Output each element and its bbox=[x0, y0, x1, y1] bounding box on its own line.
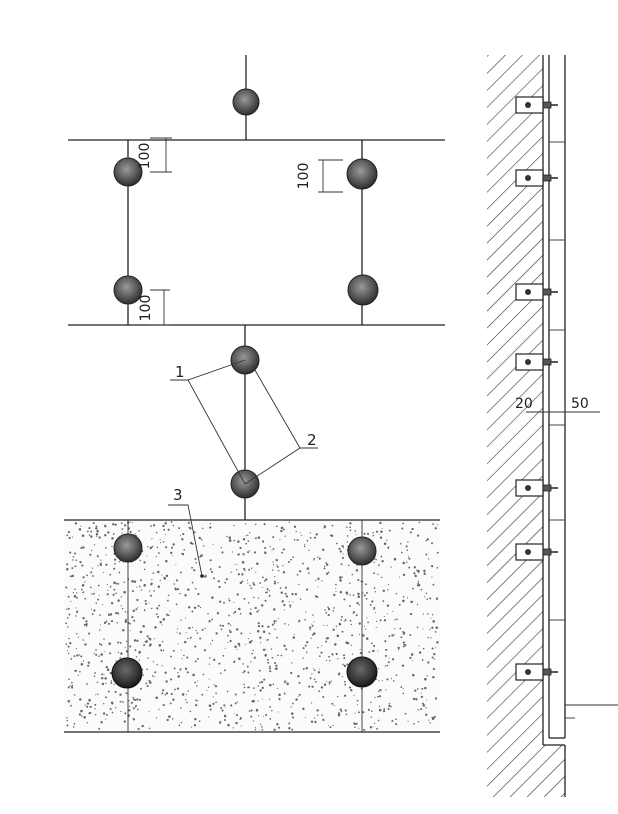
gap-label: 100 bbox=[138, 295, 154, 322]
bracket-icon bbox=[515, 169, 558, 187]
bracket-icon bbox=[515, 353, 558, 371]
bracket-icon bbox=[515, 283, 558, 301]
anchor-bolt-icon bbox=[232, 88, 260, 116]
front-elevation: 100 100 100 1 2 3 bbox=[64, 55, 445, 733]
gap-dimension-top-right: 100 bbox=[296, 159, 343, 193]
bracket-icon bbox=[515, 479, 558, 497]
fasteners bbox=[111, 88, 379, 689]
anchor-bolt-icon bbox=[347, 274, 379, 306]
cladding-joints bbox=[549, 141, 565, 621]
anchor-bolt-icon bbox=[346, 158, 378, 190]
offset-right-label: 50 bbox=[571, 396, 589, 412]
anchor-bolt-icon bbox=[113, 533, 143, 563]
gap-dimension-mid-left: 100 bbox=[138, 289, 170, 326]
callout-lines bbox=[168, 359, 318, 578]
anchor-brackets bbox=[515, 96, 558, 681]
gap-label: 100 bbox=[296, 163, 312, 190]
wall-hatch bbox=[487, 55, 565, 797]
gap-label: 100 bbox=[137, 143, 153, 170]
callout-3-label: 3 bbox=[173, 486, 183, 504]
anchor-bolt-icon bbox=[111, 657, 143, 689]
bracket-icon bbox=[515, 663, 558, 681]
stone-texture bbox=[65, 521, 439, 731]
callout-1-label: 1 bbox=[175, 363, 185, 381]
anchor-bolt-icon bbox=[347, 536, 377, 566]
anchor-bolt-icon bbox=[346, 656, 378, 688]
callout-2-label: 2 bbox=[307, 431, 317, 449]
anchor-bolt-icon bbox=[113, 157, 143, 187]
bracket-icon bbox=[515, 96, 558, 114]
offset-dimension: 20 50 bbox=[515, 396, 600, 420]
bracket-icon bbox=[515, 543, 558, 561]
section-view: 20 50 bbox=[487, 55, 618, 797]
anchor-bolt-icon bbox=[113, 275, 143, 305]
offset-left-label: 20 bbox=[515, 396, 533, 412]
gap-dimension-top-left: 100 bbox=[137, 137, 172, 173]
